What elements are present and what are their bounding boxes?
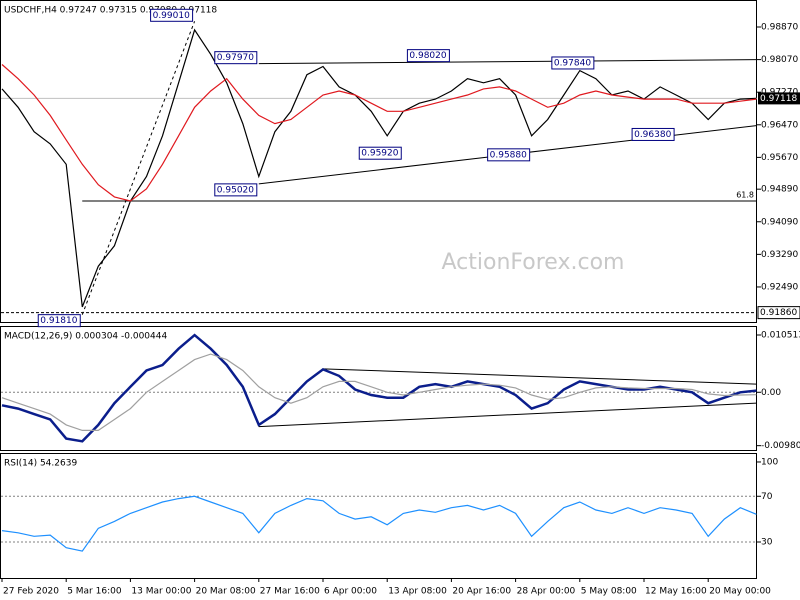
watermark: ActionForex.com bbox=[442, 250, 625, 275]
y-tick-label: 0.95670 bbox=[761, 153, 798, 163]
x-tick-label: 13 Apr 08:00 bbox=[388, 587, 447, 597]
fib-label: 61.8 bbox=[736, 190, 754, 199]
x-tick-label: 12 May 16:00 bbox=[645, 587, 707, 597]
rsi-panel bbox=[0, 453, 757, 579]
annotation-label: 0.97970 bbox=[217, 53, 254, 63]
trendline bbox=[322, 368, 757, 385]
x-tick-label: 28 Apr 00:00 bbox=[517, 587, 576, 597]
series-line bbox=[1, 495, 757, 552]
y-tick-label: 0.00 bbox=[761, 388, 781, 398]
level-label: 0.91860 bbox=[760, 308, 797, 318]
series-line bbox=[1, 353, 757, 431]
y-tick-label: 0.98870 bbox=[761, 23, 798, 33]
annotation-box bbox=[631, 127, 675, 141]
annotation-label: 0.91810 bbox=[40, 316, 77, 326]
annotation-label: 0.96380 bbox=[634, 130, 671, 140]
annotation-box bbox=[358, 146, 402, 160]
macd-panel bbox=[0, 326, 757, 451]
annotation-label: 0.95920 bbox=[361, 149, 398, 159]
x-tick-label: 13 Mar 00:00 bbox=[131, 587, 191, 597]
annotation-box bbox=[406, 49, 450, 63]
y-tick-label: 100 bbox=[761, 457, 778, 467]
y-tick-label: -0.009804 bbox=[761, 441, 800, 451]
x-tick-label: 6 Apr 00:00 bbox=[324, 587, 377, 597]
annotation-box bbox=[150, 8, 194, 22]
series-line bbox=[1, 333, 757, 443]
level-box bbox=[757, 306, 800, 320]
price-box bbox=[758, 92, 800, 105]
series-line bbox=[1, 28, 757, 308]
x-tick-label: 5 Mar 16:00 bbox=[67, 587, 122, 597]
x-tick-label: 20 Apr 16:00 bbox=[452, 587, 511, 597]
annotation-box bbox=[37, 314, 81, 328]
series-line bbox=[1, 64, 757, 202]
annotation-label: 0.95880 bbox=[490, 150, 527, 160]
y-tick-label: 0.94890 bbox=[761, 185, 798, 195]
y-tick-label: 70 bbox=[761, 492, 773, 502]
annotation-label: 0.99010 bbox=[153, 11, 190, 21]
annotation-label: 0.97840 bbox=[554, 58, 591, 68]
y-tick-label: 0.96470 bbox=[761, 120, 798, 130]
annotation-box bbox=[487, 148, 531, 162]
annotation-label: 0.95020 bbox=[217, 185, 254, 195]
annotation-box bbox=[214, 183, 258, 197]
price-label: 0.97118 bbox=[760, 94, 797, 104]
panel-title: MACD(12,26,9) 0.000304 -0.000444 bbox=[4, 332, 167, 342]
y-tick-label: 0.94090 bbox=[761, 217, 798, 227]
x-tick-label: 20 Mar 08:00 bbox=[196, 587, 256, 597]
y-tick-label: 0.92490 bbox=[761, 282, 798, 292]
annotation-label: 0.98020 bbox=[409, 51, 446, 61]
price-panel bbox=[0, 0, 757, 323]
trendline bbox=[258, 402, 757, 428]
x-tick-label: 20 May 00:00 bbox=[709, 587, 771, 597]
trendline bbox=[258, 59, 757, 65]
y-tick-label: 0.98070 bbox=[761, 55, 798, 65]
x-tick-label: 5 May 08:00 bbox=[581, 587, 637, 597]
y-tick-label: 0.010513 bbox=[761, 331, 800, 341]
y-tick-label: 0.93290 bbox=[761, 250, 798, 260]
x-tick-label: 27 Mar 16:00 bbox=[260, 587, 320, 597]
x-tick-label: 27 Feb 2020 bbox=[3, 587, 59, 597]
panel-title: RSI(14) 54.2639 bbox=[4, 459, 77, 469]
annotation-box bbox=[551, 56, 595, 70]
trendline bbox=[81, 21, 196, 315]
chart-title: USDCHF,H4 0.97247 0.97315 0.97080 0.9711… bbox=[4, 6, 217, 16]
annotation-box bbox=[214, 51, 258, 65]
y-tick-label: 30 bbox=[761, 537, 773, 547]
